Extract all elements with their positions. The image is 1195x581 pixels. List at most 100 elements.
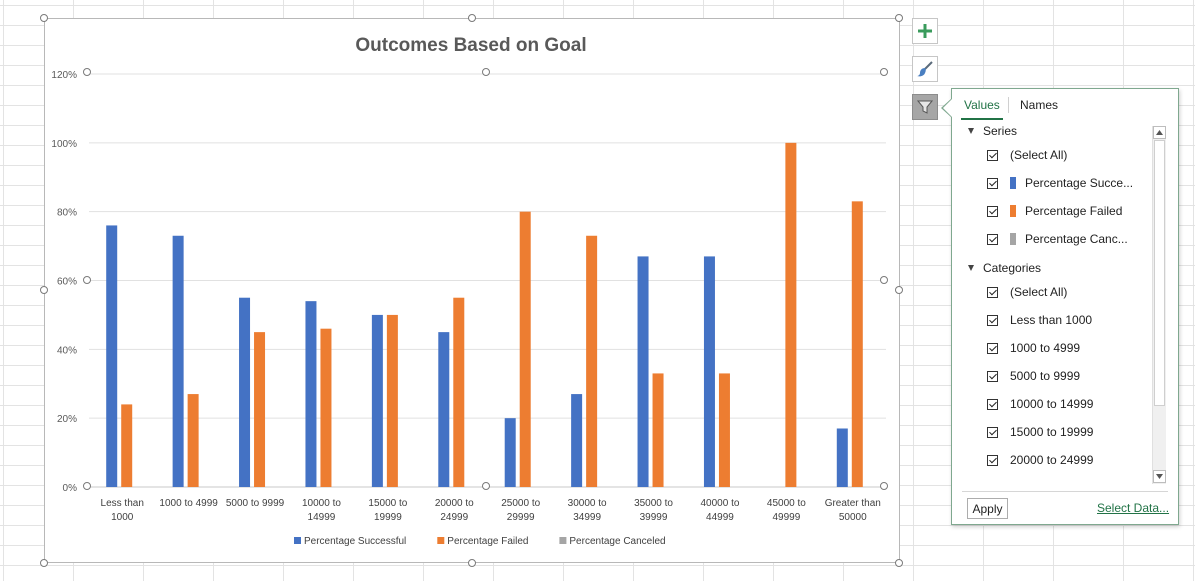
category-item[interactable]: 15000 to 19999	[987, 422, 1093, 442]
bar-percentage-failed-8[interactable]	[653, 373, 664, 487]
x-tick-label: 40000 to	[700, 498, 739, 509]
chart-elements-button[interactable]	[912, 18, 938, 44]
chart-styles-button[interactable]	[912, 56, 938, 82]
bar-percentage-successful-3[interactable]	[305, 301, 316, 487]
legend-label[interactable]: Percentage Failed	[447, 536, 528, 547]
category-item[interactable]: 5000 to 9999	[987, 366, 1080, 386]
x-tick-label: 10000 to	[302, 498, 341, 509]
bar-marks	[106, 143, 863, 487]
checkbox-checked-icon[interactable]	[987, 234, 998, 245]
chart-handle-bl[interactable]	[40, 559, 48, 567]
tab-names[interactable]: Names	[1020, 98, 1058, 112]
caret-down-icon	[1156, 474, 1163, 479]
x-tick-label: 24999	[440, 512, 468, 523]
chart-handle-tm[interactable]	[468, 14, 476, 22]
category-item[interactable]: Less than 1000	[987, 310, 1092, 330]
bar-percentage-failed-11[interactable]	[852, 201, 863, 487]
chart-handle-br[interactable]	[895, 559, 903, 567]
tab-values[interactable]: Values	[964, 98, 1000, 112]
x-tick-label: 49999	[772, 512, 800, 523]
plot-handle-br[interactable]	[880, 482, 888, 490]
chart-handle-bm[interactable]	[468, 559, 476, 567]
plot-handle-tl[interactable]	[83, 68, 91, 76]
chart-area[interactable]: 0% 20% 40% 60% 80% 100% 120% Less than 1000 1000…	[44, 18, 900, 563]
bar-percentage-successful-9[interactable]	[704, 256, 715, 487]
x-tick-label: Greater than	[825, 498, 881, 509]
plot-handle-bl[interactable]	[83, 482, 91, 490]
checkbox-checked-icon[interactable]	[987, 427, 998, 438]
x-tick-label: 45000 to	[767, 498, 806, 509]
chart-svg: 0% 20% 40% 60% 80% 100% 120% Less than 1000 1000…	[45, 19, 901, 564]
checkbox-checked-icon[interactable]	[987, 287, 998, 298]
collapse-triangle-icon	[968, 265, 974, 271]
bar-percentage-successful-11[interactable]	[837, 428, 848, 487]
plus-icon	[918, 24, 932, 38]
category-item[interactable]: (Select All)	[987, 282, 1067, 302]
checkbox-checked-icon[interactable]	[987, 455, 998, 466]
plot-handle-bm[interactable]	[482, 482, 490, 490]
bar-percentage-successful-8[interactable]	[638, 256, 649, 487]
tab-separator	[1008, 97, 1009, 113]
bar-percentage-successful-5[interactable]	[438, 332, 449, 487]
bar-percentage-failed-10[interactable]	[785, 143, 796, 487]
bar-percentage-failed-1[interactable]	[188, 394, 199, 487]
plot-handle-tm[interactable]	[482, 68, 490, 76]
bar-percentage-failed-4[interactable]	[387, 315, 398, 487]
checkbox-checked-icon[interactable]	[987, 371, 998, 382]
bar-percentage-failed-2[interactable]	[254, 332, 265, 487]
chart-handle-ml[interactable]	[40, 286, 48, 294]
bar-percentage-successful-7[interactable]	[571, 394, 582, 487]
series-item-label: Percentage Succe...	[1025, 176, 1133, 190]
scroll-thumb[interactable]	[1154, 140, 1165, 406]
plot-handle-ml[interactable]	[83, 276, 91, 284]
checkbox-checked-icon[interactable]	[987, 150, 998, 161]
chart-filters-button[interactable]	[912, 94, 938, 120]
legend-label[interactable]: Percentage Canceled	[569, 536, 665, 547]
legend-label[interactable]: Percentage Successful	[304, 536, 406, 547]
bar-percentage-successful-0[interactable]	[106, 225, 117, 487]
bar-percentage-successful-6[interactable]	[505, 418, 516, 487]
series-select-all[interactable]: (Select All)	[987, 145, 1067, 165]
series-group-header[interactable]: Series	[968, 121, 1017, 141]
scroll-up-button[interactable]	[1153, 126, 1166, 139]
series-color-swatch	[1010, 177, 1016, 189]
x-tick-label: 14999	[308, 512, 336, 523]
y-tick-label: 120%	[51, 70, 77, 81]
plot-handle-mr[interactable]	[880, 276, 888, 284]
category-item[interactable]: 20000 to 24999	[987, 450, 1093, 470]
series-item-failed[interactable]: Percentage Failed	[987, 201, 1122, 221]
bar-percentage-failed-5[interactable]	[453, 298, 464, 487]
bar-percentage-failed-9[interactable]	[719, 373, 730, 487]
bar-percentage-successful-4[interactable]	[372, 315, 383, 487]
apply-button[interactable]: Apply	[967, 498, 1008, 519]
y-tick-label: 100%	[51, 139, 77, 150]
series-item-canceled[interactable]: Percentage Canc...	[987, 229, 1128, 249]
select-data-link[interactable]: Select Data...	[1097, 501, 1169, 515]
checkbox-checked-icon[interactable]	[987, 399, 998, 410]
chart-handle-mr[interactable]	[895, 286, 903, 294]
chart-title[interactable]: Outcomes Based on Goal	[355, 35, 586, 56]
series-item-successful[interactable]: Percentage Succe...	[987, 173, 1133, 193]
checkbox-checked-icon[interactable]	[987, 206, 998, 217]
chart-handle-tr[interactable]	[895, 14, 903, 22]
filter-list-scrollbar[interactable]	[1152, 126, 1166, 484]
checkbox-checked-icon[interactable]	[987, 343, 998, 354]
chart-handle-tl[interactable]	[40, 14, 48, 22]
category-item-label: 1000 to 4999	[1010, 341, 1080, 355]
bar-percentage-successful-1[interactable]	[173, 236, 184, 487]
plot-handle-tr[interactable]	[880, 68, 888, 76]
panel-divider	[962, 491, 1168, 492]
categories-group-header[interactable]: Categories	[968, 258, 1041, 278]
checkbox-checked-icon[interactable]	[987, 315, 998, 326]
checkbox-checked-icon[interactable]	[987, 178, 998, 189]
bar-percentage-successful-2[interactable]	[239, 298, 250, 487]
bar-percentage-failed-6[interactable]	[520, 212, 531, 487]
bar-percentage-failed-3[interactable]	[320, 329, 331, 487]
bar-percentage-failed-0[interactable]	[121, 404, 132, 487]
bar-percentage-failed-7[interactable]	[586, 236, 597, 487]
category-item[interactable]: 10000 to 14999	[987, 394, 1093, 414]
panel-pointer-fill	[943, 99, 952, 117]
series-color-swatch	[1010, 205, 1016, 217]
scroll-down-button[interactable]	[1153, 470, 1166, 483]
category-item[interactable]: 1000 to 4999	[987, 338, 1080, 358]
